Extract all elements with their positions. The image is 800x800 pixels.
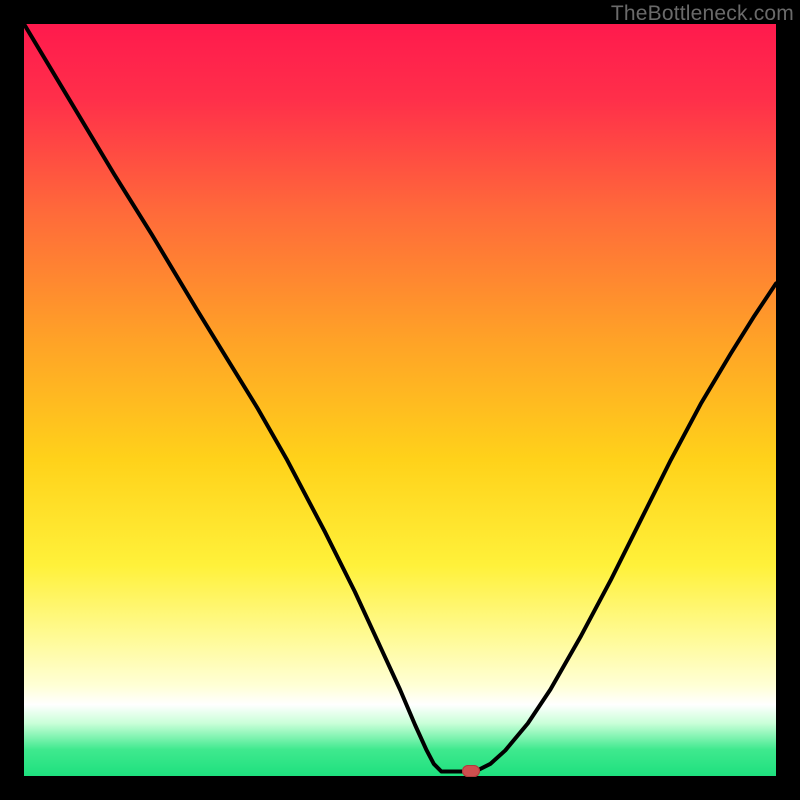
plot-area bbox=[24, 24, 776, 776]
chart-frame: TheBottleneck.com bbox=[0, 0, 800, 800]
watermark-text: TheBottleneck.com bbox=[611, 2, 794, 26]
optimum-marker bbox=[462, 765, 480, 777]
bottleneck-curve bbox=[24, 24, 776, 776]
